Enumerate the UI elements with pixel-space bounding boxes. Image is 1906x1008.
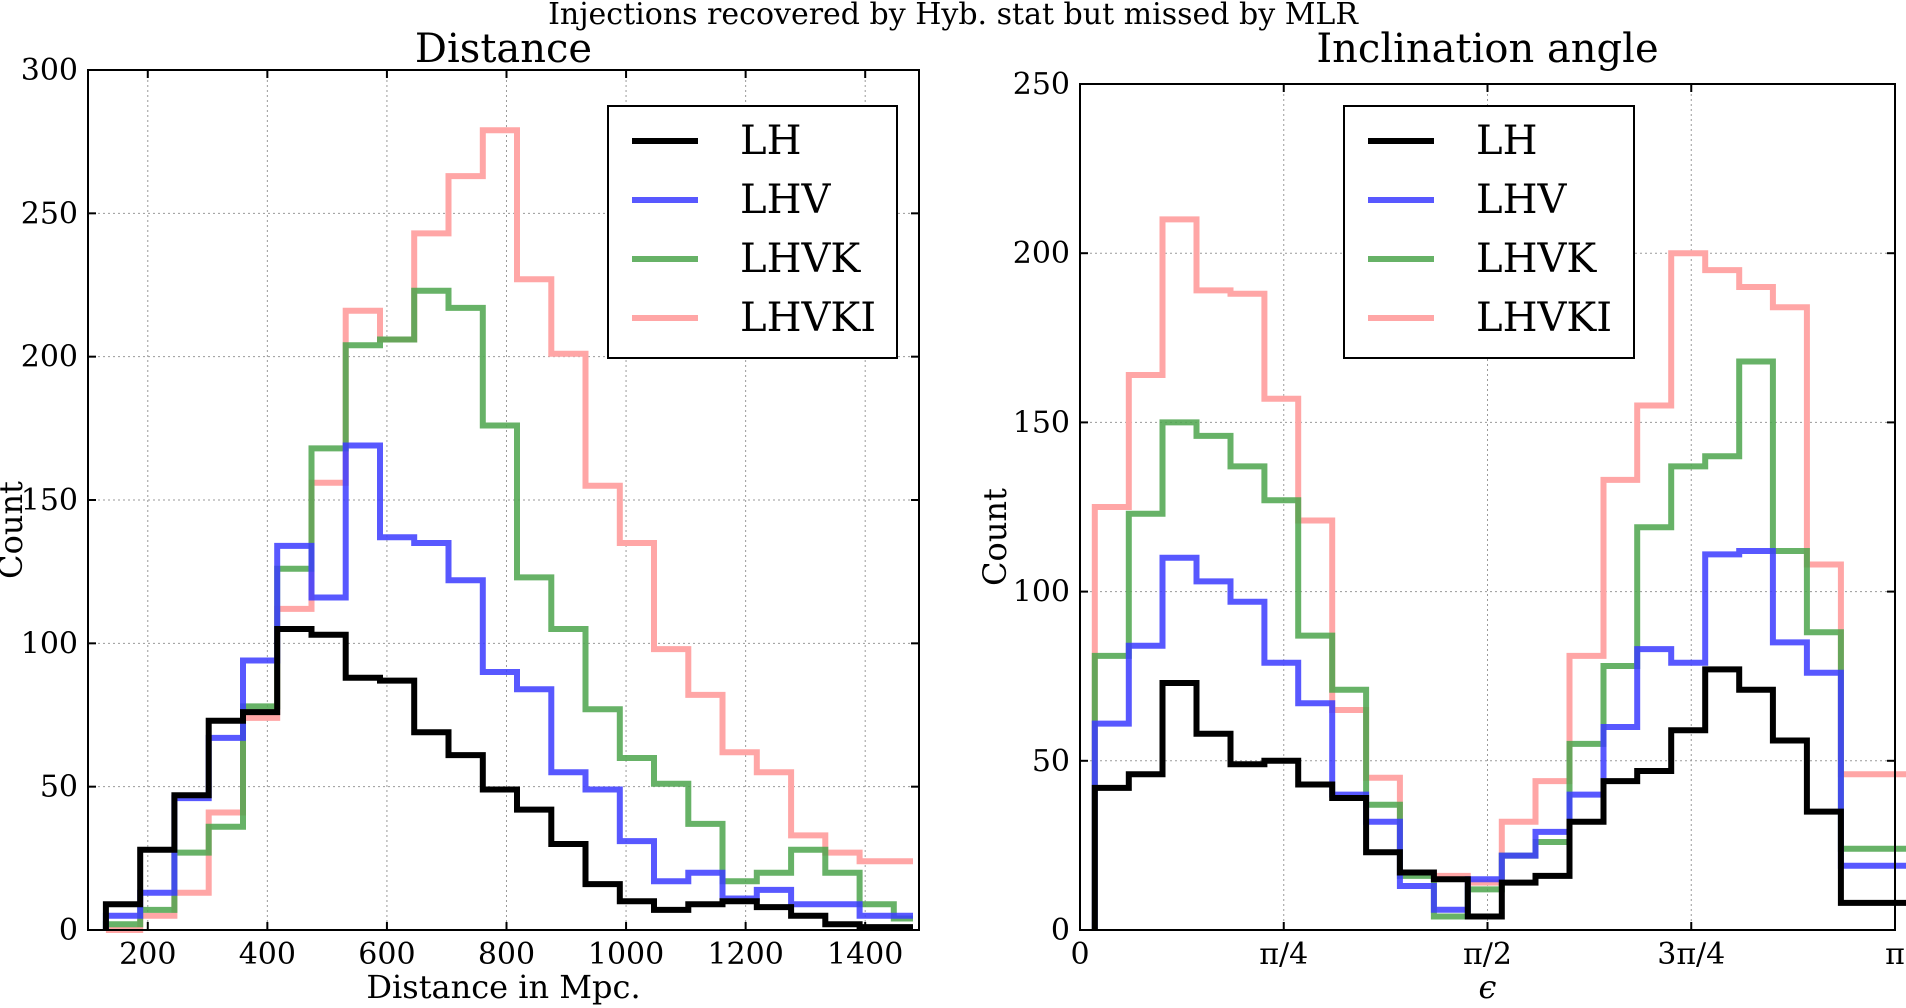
inclination-x-tick-label-3: 3π/4: [1657, 937, 1725, 972]
inclination-y-tick-label-5: 250: [1013, 67, 1070, 102]
inclination-legend-label-lhvki: LHVKI: [1476, 295, 1612, 341]
inclination-x-tick-label-4: π: [1885, 937, 1905, 972]
distance-legend-label-lhvk: LHVK: [740, 236, 861, 282]
distance-x-tick-label-1: 400: [239, 937, 296, 972]
distance-x-tick-label-3: 800: [478, 937, 535, 972]
distance-series-group: [102, 127, 913, 933]
distance-x-tick-label-2: 600: [358, 937, 415, 972]
distance-y-axis-label: Count: [0, 481, 30, 579]
inclination-legend: LH LHV LHVK LHVKI: [1343, 105, 1635, 359]
distance-x-tick-label-6: 1400: [827, 937, 903, 972]
inclination-y-tick-label-1: 50: [1032, 744, 1070, 779]
inclination-x-tick-label-2: π/2: [1463, 937, 1512, 972]
inclination-x-axis-label: ϵ: [1479, 968, 1497, 1006]
distance-chart-title: Distance: [415, 26, 592, 72]
figure-suptitle: Injections recovered by Hyb. stat but mi…: [548, 0, 1359, 32]
inclination-series-lhvki-line: [1091, 216, 1906, 930]
inclination-chart-title: Inclination angle: [1316, 26, 1658, 72]
distance-series-lh-line: [102, 626, 913, 931]
distance-legend-label-lhvki: LHVKI: [740, 295, 876, 341]
distance-x-tick-label-4: 1000: [588, 937, 664, 972]
distance-series-lhv-line: [102, 442, 913, 930]
inclination-y-tick-label-3: 150: [1013, 405, 1070, 440]
distance-ticks: 200 400 600 800 1000 1200 1400 0 50 100 150 200 250 3…: [21, 53, 919, 972]
distance-series-lhvk-line: [102, 287, 913, 930]
distance-x-axis-label: Distance in Mpc.: [366, 968, 640, 1006]
distance-y-tick-label-5: 250: [21, 196, 78, 231]
distance-y-tick-label-4: 200: [21, 340, 78, 375]
distance-legend-label-lh: LH: [740, 118, 801, 164]
inclination-legend-label-lh: LH: [1476, 118, 1537, 164]
inclination-y-tick-label-0: 0: [1051, 913, 1070, 948]
distance-y-tick-label-0: 0: [59, 913, 78, 948]
inclination-legend-label-lhv: LHV: [1476, 177, 1567, 223]
distance-y-tick-label-6: 300: [21, 53, 78, 88]
inclination-y-tick-label-2: 100: [1013, 575, 1070, 610]
inclination-series-lh-line: [1091, 666, 1906, 930]
inclination-histogram-panel: 0 π/4 π/2 3π/4 π 0 50 100 150 200 250 Inclination …: [976, 26, 1906, 1006]
inclination-x-tick-label-0: 0: [1070, 937, 1089, 972]
distance-y-tick-label-2: 100: [21, 626, 78, 661]
distance-y-tick-label-3: 150: [21, 483, 78, 518]
inclination-series-group: [1091, 216, 1906, 930]
distance-x-tick-label-0: 200: [119, 937, 176, 972]
inclination-x-tick-label-1: π/4: [1259, 937, 1308, 972]
inclination-y-axis-label: Count: [976, 488, 1014, 586]
distance-x-tick-label-5: 1200: [707, 937, 783, 972]
distance-histogram-panel: 200 400 600 800 1000 1200 1400 0 50 100 150 200 250 3…: [0, 26, 920, 1006]
inclination-legend-label-lhvk: LHVK: [1476, 236, 1597, 282]
inclination-series-lhv-line: [1091, 548, 1906, 930]
inclination-ticks: 0 π/4 π/2 3π/4 π 0 50 100 150 200 250: [1013, 67, 1905, 972]
inclination-y-tick-label-4: 200: [1013, 236, 1070, 271]
distance-legend: LH LHV LHVK LHVKI: [607, 105, 898, 359]
inclination-series-lhvk-line: [1091, 358, 1906, 930]
distance-legend-label-lhv: LHV: [740, 177, 831, 223]
distance-y-tick-label-1: 50: [40, 770, 78, 805]
